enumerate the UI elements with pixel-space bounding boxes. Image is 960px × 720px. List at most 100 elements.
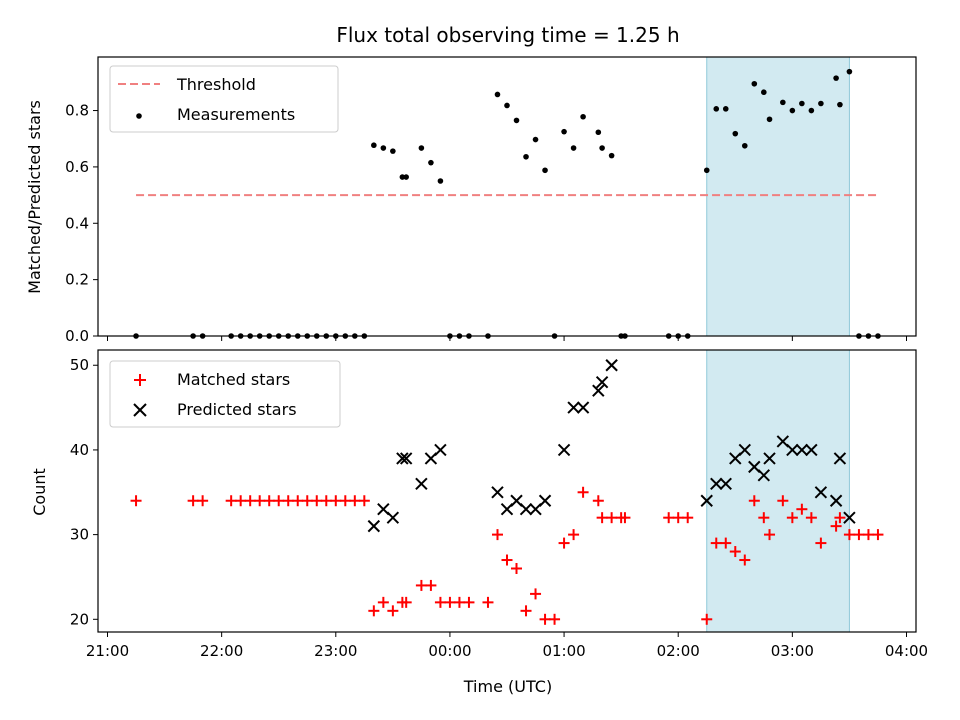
measurement-point bbox=[833, 75, 839, 81]
matched-star-point bbox=[739, 554, 751, 566]
predicted-star-point bbox=[491, 486, 504, 499]
predicted-star-stroke-b bbox=[538, 494, 552, 507]
predicted-star-stroke-b bbox=[843, 511, 856, 524]
top-panel-marks bbox=[133, 68, 881, 339]
figure-title: Flux total observing time = 1.25 h bbox=[336, 23, 679, 47]
predicted-star-stroke-b bbox=[386, 511, 400, 524]
bottom-ytick-label: 20 bbox=[70, 610, 89, 628]
predicted-star-stroke-b bbox=[377, 503, 390, 516]
matched-star-point bbox=[339, 495, 351, 507]
predicted-star-point bbox=[434, 443, 447, 457]
matched-star-point bbox=[301, 495, 313, 507]
measurement-point bbox=[371, 142, 377, 149]
matched-star-point bbox=[682, 512, 694, 524]
matched-star-point bbox=[197, 495, 209, 507]
matched-star-point bbox=[758, 512, 770, 524]
xtick-label: 23:00 bbox=[314, 642, 357, 660]
top-ytick-label: 0.8 bbox=[65, 102, 89, 120]
predicted-star-stroke-b bbox=[399, 452, 413, 465]
matched-star-point bbox=[720, 537, 732, 549]
observing-window-shade-top bbox=[706, 56, 850, 337]
top-panel-ylabel: Matched/Predicted stars bbox=[25, 100, 44, 294]
predicted-star-stroke-b bbox=[814, 486, 828, 499]
predicted-star-stroke-b bbox=[833, 452, 847, 465]
bottom-panel-frame bbox=[97, 349, 917, 633]
matched-star-point bbox=[853, 529, 865, 541]
matched-star-point bbox=[834, 512, 846, 524]
predicted-star-stroke-b bbox=[738, 443, 751, 457]
measurement-point bbox=[789, 107, 796, 114]
predicted-star-point bbox=[719, 477, 732, 491]
measurement-point bbox=[523, 153, 529, 160]
matched-star-point bbox=[292, 495, 304, 507]
matched-star-point bbox=[425, 579, 437, 591]
predicted-star-stroke-b bbox=[719, 477, 732, 491]
bottom-ytick-label: 50 bbox=[70, 356, 89, 374]
predicted-star-point bbox=[710, 477, 723, 491]
predicted-star-point bbox=[843, 511, 856, 524]
legend-label-matched: Matched stars bbox=[177, 370, 290, 389]
matched-star-point bbox=[254, 495, 266, 507]
xtick-label: 03:00 bbox=[771, 642, 814, 660]
predicted-star-point bbox=[605, 359, 618, 372]
predicted-star-stroke-b bbox=[434, 443, 447, 457]
measurement-point bbox=[570, 145, 577, 151]
predicted-star-point bbox=[833, 452, 847, 465]
top-panel: 0.00.20.40.60.8 Matched/Predicted stars … bbox=[25, 56, 917, 345]
measurement-point bbox=[532, 136, 539, 143]
matched-star-point bbox=[520, 605, 532, 617]
matched-star-point bbox=[320, 495, 332, 507]
xtick-label: 01:00 bbox=[542, 642, 585, 660]
bottom-ytick-label: 30 bbox=[70, 526, 89, 544]
matched-star-point bbox=[748, 495, 760, 507]
predicted-star-stroke-b bbox=[367, 519, 381, 533]
predicted-star-point bbox=[738, 443, 751, 457]
predicted-star-point bbox=[757, 469, 771, 482]
predicted-star-point bbox=[829, 494, 843, 507]
predicted-star-point bbox=[595, 375, 609, 389]
predicted-star-point bbox=[386, 511, 400, 524]
predicted-star-point bbox=[367, 519, 381, 533]
matched-star-point bbox=[592, 495, 604, 507]
matched-star-point bbox=[558, 537, 570, 549]
xtick-label: 22:00 bbox=[200, 642, 243, 660]
matched-star-point bbox=[415, 579, 427, 591]
matched-star-point bbox=[539, 613, 551, 625]
matched-star-point bbox=[764, 529, 776, 541]
measurement-point bbox=[561, 128, 567, 135]
top-panel-x-ticks bbox=[107, 336, 907, 341]
matched-star-point bbox=[830, 520, 842, 532]
top-ytick-label: 0.0 bbox=[65, 327, 89, 345]
matched-star-point bbox=[482, 596, 494, 608]
measurement-point bbox=[722, 106, 729, 112]
matched-star-point bbox=[282, 495, 294, 507]
predicted-star-point bbox=[592, 384, 605, 397]
measurement-point bbox=[761, 89, 767, 96]
measurement-point bbox=[846, 68, 853, 75]
matched-star-point bbox=[130, 495, 142, 507]
xtick-label: 21:00 bbox=[86, 642, 129, 660]
top-panel-legend: Threshold Measurements bbox=[109, 65, 339, 133]
measurement-point bbox=[542, 167, 548, 174]
matched-star-point bbox=[805, 512, 817, 524]
predicted-star-point bbox=[795, 443, 809, 457]
bottom-panel-ylabel: Count bbox=[30, 468, 49, 516]
xtick-label: 00:00 bbox=[428, 642, 471, 660]
matched-star-point bbox=[225, 495, 237, 507]
predicted-star-point bbox=[700, 494, 713, 507]
legend-label-predicted: Predicted stars bbox=[177, 400, 297, 419]
bottom-panel-marks bbox=[130, 359, 884, 625]
measurement-point bbox=[713, 106, 720, 112]
predicted-star-point bbox=[567, 401, 580, 414]
predicted-star-stroke-b bbox=[415, 477, 428, 491]
top-legend-box bbox=[109, 65, 339, 133]
predicted-star-point bbox=[786, 443, 799, 457]
measurement-point bbox=[766, 116, 773, 123]
predicted-star-stroke-b bbox=[595, 375, 609, 389]
measurement-point bbox=[837, 101, 843, 108]
matched-star-point bbox=[511, 562, 523, 574]
predicted-star-point bbox=[805, 443, 818, 457]
predicted-star-stroke-b bbox=[510, 494, 523, 507]
predicted-star-stroke-b bbox=[700, 494, 713, 507]
matched-star-point bbox=[663, 512, 675, 524]
